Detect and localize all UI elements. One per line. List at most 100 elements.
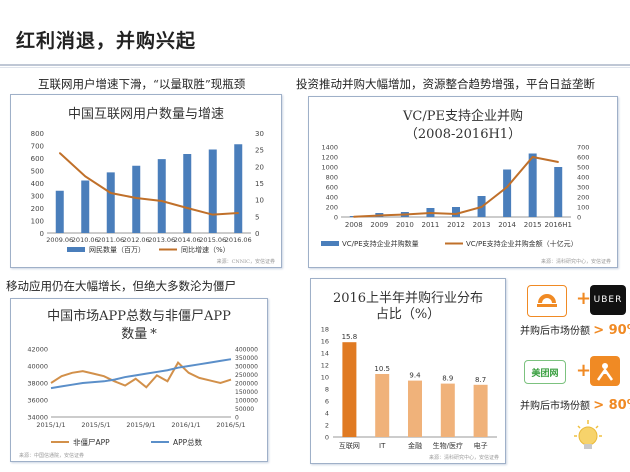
y-tick-label: 4 <box>325 410 329 418</box>
x-tick-label: 2015.06 <box>199 236 226 244</box>
x-tick-label: 2014 <box>498 221 516 229</box>
legend-swatch <box>321 241 339 246</box>
y-tick-label-left: 100 <box>31 218 44 226</box>
y-tick-label-right: 10 <box>255 197 264 205</box>
y-tick-label-right: 150000 <box>235 389 258 396</box>
y-tick-label-right: 300 <box>577 184 589 192</box>
chart-subtitle: 数量 * <box>11 323 267 342</box>
caption-top-left: 互联网用户增速下滑，“以量取胜”现瓶颈 <box>38 77 246 91</box>
y-tick-label-right: 20 <box>255 163 264 171</box>
line-point <box>58 152 61 154</box>
chart-panel-vcpe-mna: VC/PE支持企业并购 （2008-2016H1） 0 200 400 600 800 1… <box>308 96 618 268</box>
x-tick-label: 2016/1/1 <box>171 421 200 429</box>
didi-icon <box>537 294 557 307</box>
bar <box>452 207 460 217</box>
data-label: 9.4 <box>409 372 421 380</box>
bar <box>106 172 115 233</box>
y-tick-label: 0 <box>325 434 329 442</box>
y-tick-label: 10 <box>321 374 329 382</box>
x-tick-label: 2013.06 <box>148 236 175 244</box>
line-point <box>237 212 240 214</box>
series-line <box>50 360 232 389</box>
y-tick-label-left: 800 <box>326 174 338 182</box>
bar <box>234 144 243 233</box>
y-tick-label: 14 <box>321 350 329 358</box>
x-tick-label: 互联网 <box>339 441 360 450</box>
y-tick-label-left: 36000 <box>27 397 48 405</box>
y-tick-label-right: 50000 <box>235 406 254 413</box>
plus-icon: + <box>576 288 592 309</box>
chart-source: 来源：中国信通院，安信证券 <box>19 453 85 459</box>
bar <box>81 180 90 233</box>
line-point <box>352 215 355 218</box>
y-tick-label-left: 40000 <box>27 363 48 371</box>
x-tick-label: 2016/5/1 <box>216 421 245 429</box>
line-point <box>455 213 457 215</box>
y-tick-label-right: 700 <box>577 144 589 152</box>
bar <box>408 380 422 437</box>
market-share-1-label: 并购后市场份额 <box>520 326 590 337</box>
y-tick-label: 12 <box>321 362 329 370</box>
x-tick-label: IT <box>379 442 386 450</box>
data-label: 15.8 <box>342 333 358 341</box>
chart-panel-app-counts: 中国市场APP总数与非僵尸APP 数量 * 34000 36000 38000 4000… <box>10 298 268 462</box>
legend-label: 非僵尸APP <box>73 437 110 447</box>
x-tick-label: 2011 <box>422 221 440 229</box>
data-label: 8.9 <box>442 375 453 383</box>
chart-title: 2016上半年并购行业分布 <box>332 291 484 306</box>
bar <box>183 154 192 233</box>
y-tick-label-left: 38000 <box>27 380 48 388</box>
market-share-2: 并购后市场份额 > 80% <box>520 397 630 413</box>
y-tick-label-right: 500 <box>577 164 589 172</box>
x-tick-label: 2014.06 <box>174 236 201 244</box>
line-point <box>557 161 560 163</box>
y-tick-label-right: 5 <box>255 213 259 221</box>
y-tick-label-left: 0 <box>334 214 338 222</box>
y-tick-label-right: 0 <box>235 415 239 422</box>
chart-subtitle: 占比（%） <box>375 307 441 322</box>
bar <box>55 190 64 233</box>
y-tick-label-right: 200 <box>577 194 589 202</box>
market-share-2-value: > 80% <box>593 398 630 413</box>
y-tick-label-right: 100 <box>577 204 589 212</box>
bar <box>440 383 455 437</box>
y-tick-label-left: 600 <box>326 184 338 192</box>
chart-title: 中国市场APP总数与非僵尸APP <box>47 309 231 324</box>
y-tick-label-right: 200000 <box>235 381 258 388</box>
x-tick-label: 2011.06 <box>97 236 124 244</box>
y-tick-label-left: 600 <box>31 155 44 163</box>
chart-subtitle: （2008-2016H1） <box>404 127 522 142</box>
y-tick-label-left: 34000 <box>27 414 48 422</box>
didi-logo <box>527 285 567 317</box>
line-point <box>135 197 138 199</box>
chart-annotation: * <box>150 327 157 342</box>
y-tick-label-left: 500 <box>31 168 44 176</box>
bar <box>554 167 563 217</box>
y-tick-label-right: 100000 <box>235 398 258 405</box>
chart-title: 中国互联网用户数量与增速 <box>67 107 224 122</box>
y-tick-label-right: 0 <box>255 230 259 238</box>
x-tick-label: 2008 <box>345 221 363 229</box>
legend-label: VC/PE支持企业并购数量 <box>342 239 419 248</box>
market-share-2-label: 并购后市场份额 <box>520 401 590 412</box>
y-tick-label-left: 400 <box>326 194 338 202</box>
y-tick-label-left: 200 <box>31 205 44 213</box>
y-tick-label-left: 42000 <box>27 346 48 354</box>
y-tick-label: 18 <box>321 326 329 334</box>
line-point <box>429 212 432 214</box>
chart-vcpe-mna: 0 200 400 600 800 1000 1200 1400 0 100 200 300 400 50… <box>321 144 589 248</box>
x-tick-label: 2010 <box>396 221 414 229</box>
caption-top-right: 投资推动并购大幅增加，资源整合趋势增强，平台日益垄断 <box>296 77 595 91</box>
x-tick-label: 2010.06 <box>72 236 99 244</box>
uber-logo: UBER <box>590 285 626 315</box>
line-point <box>109 192 112 194</box>
line-point <box>404 213 406 216</box>
bar <box>375 374 390 437</box>
line-point <box>506 186 508 188</box>
y-tick-label-left: 800 <box>31 130 44 138</box>
line-point <box>378 214 381 217</box>
market-share-1: 并购后市场份额 > 90% <box>520 322 630 338</box>
y-tick-label-left: 300 <box>31 193 44 201</box>
y-tick-label: 6 <box>325 398 329 406</box>
